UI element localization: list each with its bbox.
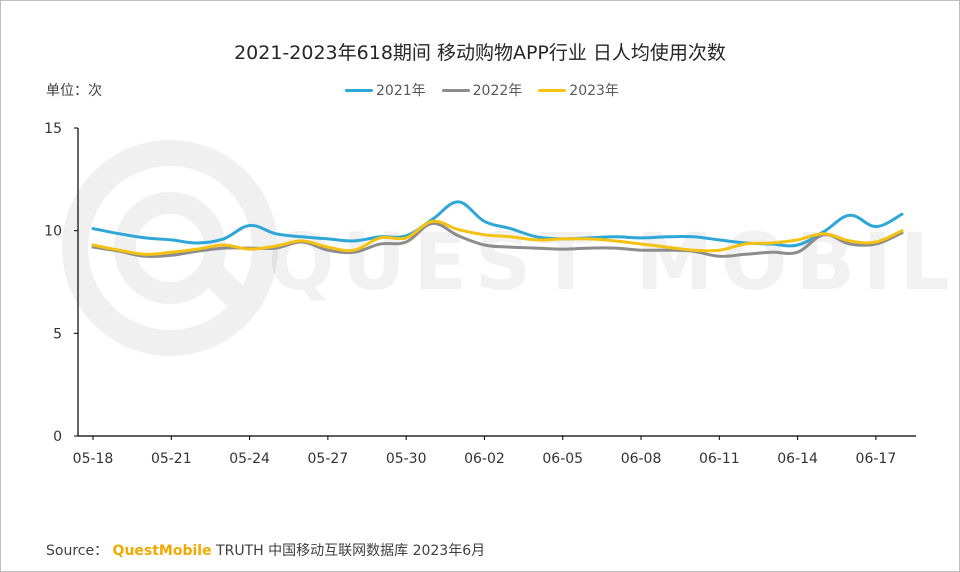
legend-label-2022: 2022年: [472, 83, 523, 99]
series-line-2021: [91, 200, 904, 248]
legend-item-2022: 2022年: [441, 80, 523, 100]
x-tick-label: 06-11: [699, 451, 740, 467]
x-tick-label: 06-05: [542, 451, 583, 467]
legend-item-2023: 2023年: [538, 80, 619, 100]
source-brand: QuestMobile: [112, 543, 212, 559]
legend-label-2021: 2021年: [376, 83, 426, 99]
legend-swatch-2021: [345, 88, 373, 92]
x-tick-label: 05-27: [308, 451, 349, 467]
x-tick-label: 06-17: [856, 451, 897, 467]
x-tick-label: 05-30: [386, 451, 427, 467]
legend-swatch-2023: [538, 88, 567, 92]
source-suffix: TRUTH 中国移动互联网数据库 2023年6月: [216, 543, 486, 559]
x-tick-label: 05-21: [151, 451, 192, 467]
unit-label: 单位：次: [46, 83, 102, 99]
series-line-2023: [91, 219, 904, 256]
x-tick-label: 06-02: [464, 451, 505, 467]
x-tick-label: 06-14: [777, 451, 818, 467]
y-tick-label: 0: [53, 429, 62, 445]
x-tick-label: 05-18: [73, 451, 114, 467]
series-line-2022: [91, 221, 904, 259]
legend-swatch-2022: [441, 88, 470, 92]
y-tick-label: 5: [53, 326, 62, 342]
legend-label-2023: 2023年: [569, 83, 619, 99]
legend-item-2021: 2021年: [345, 80, 426, 100]
source-prefix: Source：: [46, 543, 109, 559]
source-note: Source： QuestMobile TRUTH 中国移动互联网数据库 202…: [46, 540, 485, 560]
x-tick-label: 06-08: [621, 451, 662, 467]
chart-title: 2021-2023年618期间 移动购物APP行业 日人均使用次数: [234, 42, 726, 64]
x-tick-label: 05-24: [229, 451, 270, 467]
y-tick-label: 10: [44, 224, 62, 240]
chart-legend: 2021年 2022年 2023年: [345, 80, 619, 100]
y-tick-label: 15: [44, 121, 62, 137]
